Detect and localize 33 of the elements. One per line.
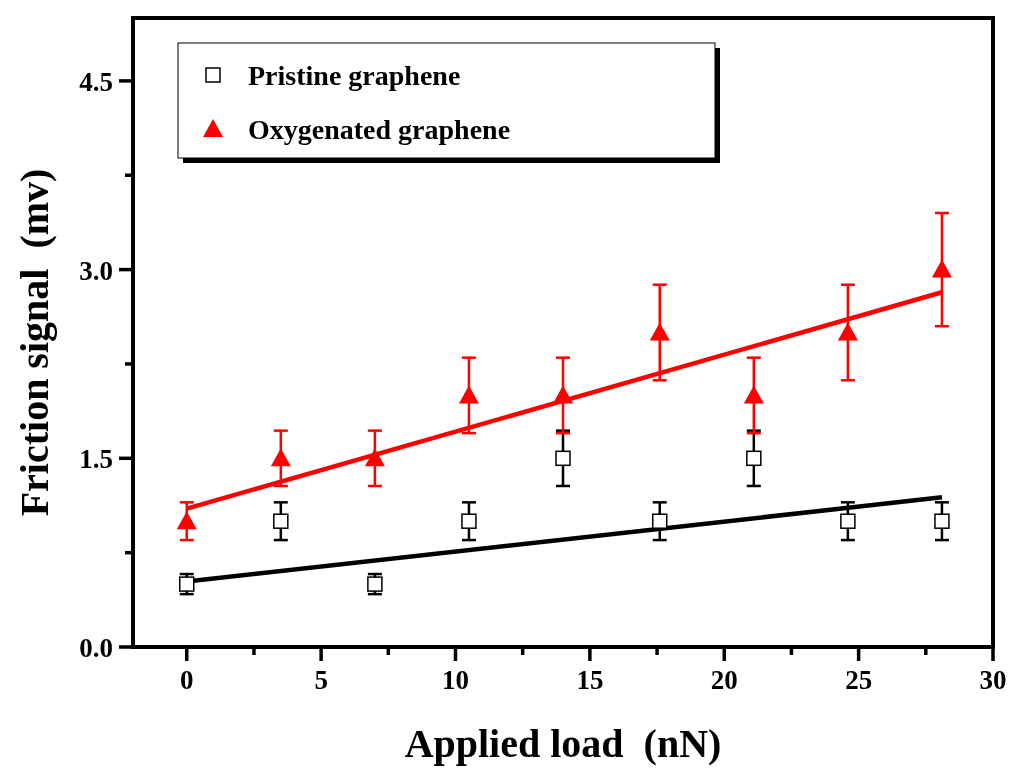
- point: [837, 322, 858, 341]
- point: [652, 513, 668, 529]
- x-tick-label: 15: [576, 665, 604, 695]
- point: [458, 385, 479, 404]
- y-tick-label: 4.5: [79, 66, 113, 97]
- y-tick-label: 1.5: [79, 444, 113, 475]
- x-tick-label: 25: [845, 665, 873, 695]
- point: [461, 513, 477, 529]
- x-axis-title: Applied load (nN): [404, 721, 722, 766]
- y-tick-label: 3.0: [79, 255, 113, 286]
- legend-label: Oxygenated graphene: [248, 114, 511, 145]
- y-axis-title: Friction signal (mv): [12, 168, 57, 517]
- x-tick-label: 10: [442, 665, 469, 695]
- x-tick-label: 20: [710, 665, 738, 695]
- point: [553, 385, 573, 404]
- point: [934, 513, 950, 529]
- point: [840, 513, 856, 529]
- point: [555, 450, 571, 467]
- point: [364, 448, 385, 467]
- point: [931, 259, 952, 278]
- legend-label: Pristine graphene: [248, 60, 461, 91]
- point: [649, 322, 670, 341]
- point: [746, 450, 762, 467]
- x-tick-label: 30: [979, 665, 1007, 695]
- x-tick-label: 0: [180, 665, 194, 695]
- point: [743, 385, 764, 404]
- point: [270, 448, 291, 467]
- point: [273, 513, 289, 529]
- point: [179, 576, 195, 592]
- y-tick-label: 0.0: [79, 633, 113, 663]
- point: [176, 511, 197, 530]
- point: [367, 576, 383, 592]
- x-tick-label: 5: [314, 665, 328, 695]
